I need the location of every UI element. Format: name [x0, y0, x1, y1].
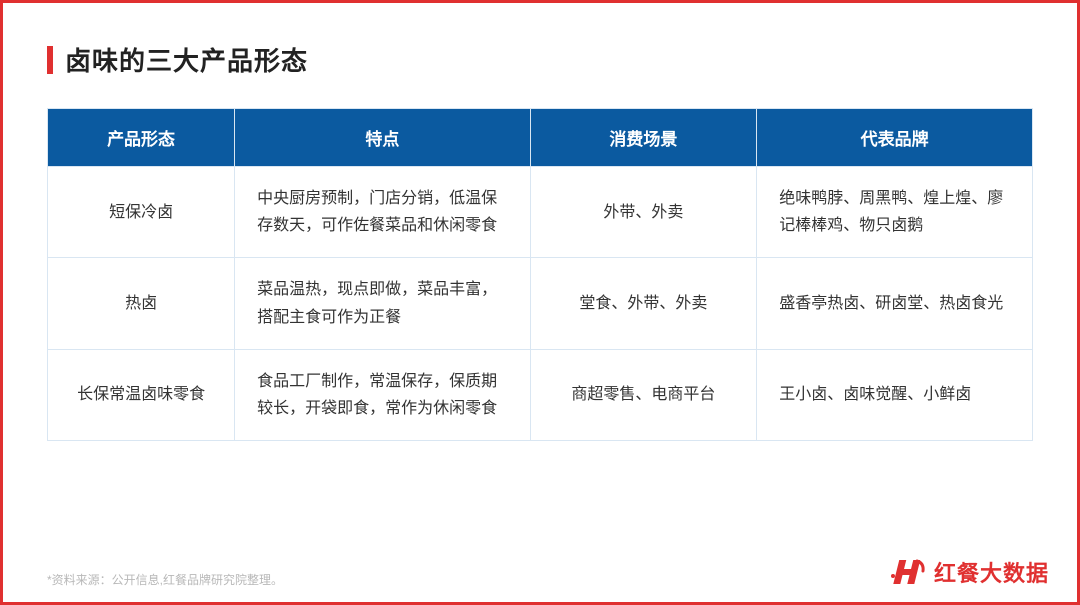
title-accent-bar	[47, 46, 53, 74]
product-form-table: 产品形态 特点 消费场景 代表品牌 短保冷卤 中央厨房预制，门店分销，低温保存数…	[47, 108, 1033, 441]
th-brands: 代表品牌	[757, 109, 1033, 167]
th-scenario: 消费场景	[530, 109, 757, 167]
brand-label: 红餐大数据	[934, 556, 1049, 588]
table-row: 长保常温卤味零食 食品工厂制作，常温保存，保质期较长，开袋即食，常作为休闲零食 …	[48, 349, 1033, 440]
cell-product-form: 长保常温卤味零食	[48, 349, 235, 440]
slide-container: 卤味的三大产品形态 产品形态 特点 消费场景 代表品牌 短保冷卤 中央厨房预制，…	[0, 0, 1080, 605]
brand-logo: 红餐大数据	[890, 556, 1049, 588]
cell-scenario: 外带、外卖	[530, 167, 757, 258]
cell-scenario: 堂食、外带、外卖	[530, 258, 757, 349]
title-row: 卤味的三大产品形态	[47, 41, 1033, 78]
page-title: 卤味的三大产品形态	[65, 41, 308, 78]
cell-brands: 盛香亭热卤、研卤堂、热卤食光	[757, 258, 1033, 349]
source-note: *资料来源：公开信息,红餐品牌研究院整理。	[47, 571, 283, 588]
th-features: 特点	[235, 109, 531, 167]
cell-scenario: 商超零售、电商平台	[530, 349, 757, 440]
table-row: 热卤 菜品温热，现点即做，菜品丰富，搭配主食可作为正餐 堂食、外带、外卖 盛香亭…	[48, 258, 1033, 349]
table-header-row: 产品形态 特点 消费场景 代表品牌	[48, 109, 1033, 167]
cell-product-form: 热卤	[48, 258, 235, 349]
footer: *资料来源：公开信息,红餐品牌研究院整理。 红餐大数据	[3, 556, 1077, 588]
cell-brands: 绝味鸭脖、周黑鸭、煌上煌、廖记棒棒鸡、物只卤鹅	[757, 167, 1033, 258]
table-row: 短保冷卤 中央厨房预制，门店分销，低温保存数天，可作佐餐菜品和休闲零食 外带、外…	[48, 167, 1033, 258]
cell-features: 菜品温热，现点即做，菜品丰富，搭配主食可作为正餐	[235, 258, 531, 349]
cell-features: 食品工厂制作，常温保存，保质期较长，开袋即食，常作为休闲零食	[235, 349, 531, 440]
cell-product-form: 短保冷卤	[48, 167, 235, 258]
brand-h-icon	[890, 557, 926, 587]
cell-features: 中央厨房预制，门店分销，低温保存数天，可作佐餐菜品和休闲零食	[235, 167, 531, 258]
th-product-form: 产品形态	[48, 109, 235, 167]
cell-brands: 王小卤、卤味觉醒、小鲜卤	[757, 349, 1033, 440]
